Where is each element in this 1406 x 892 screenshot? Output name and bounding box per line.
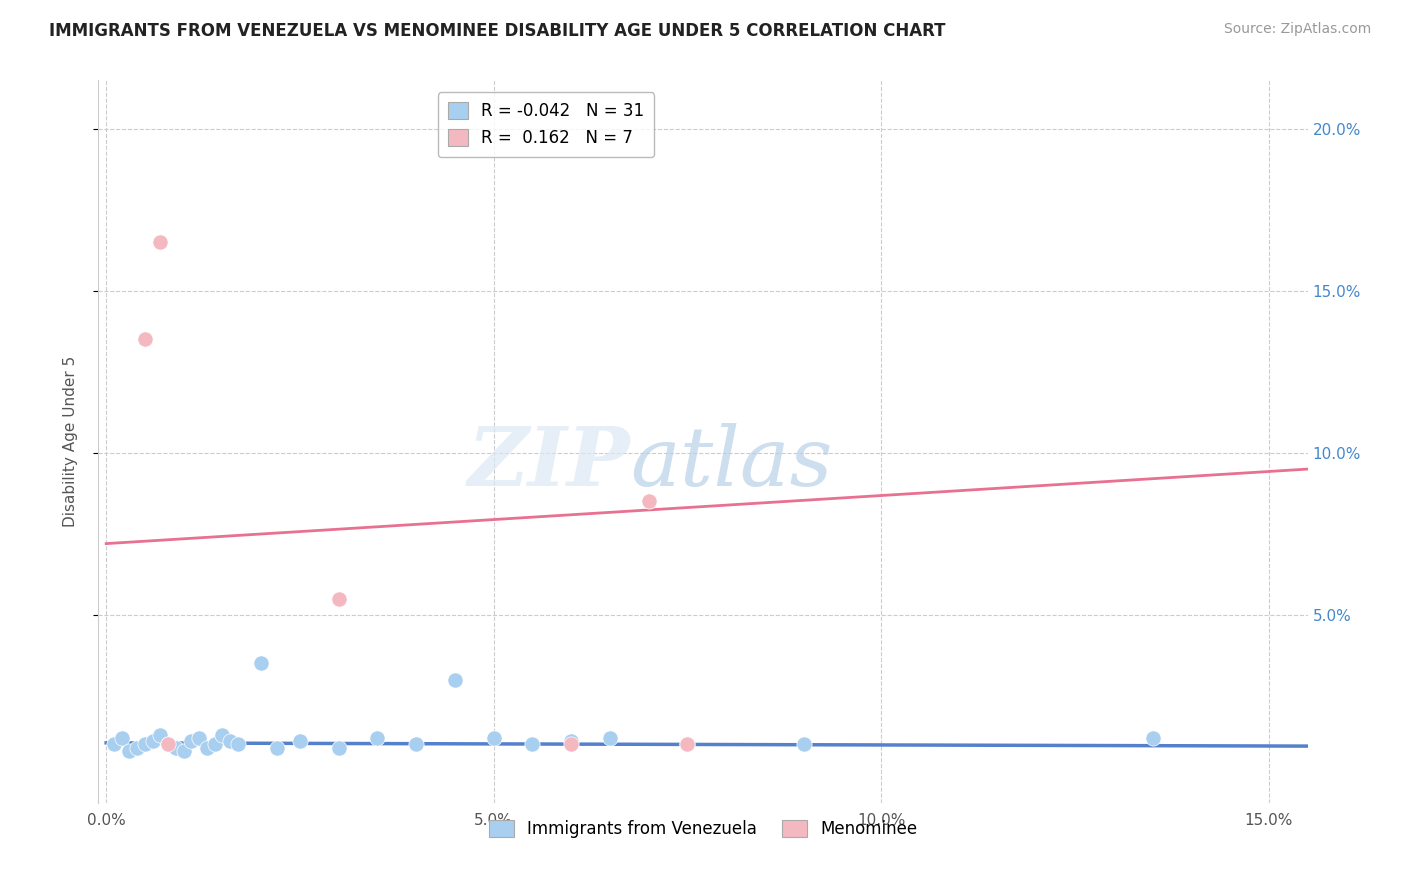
Point [676,738,699,752]
Legend: Immigrants from Venezuela, Menominee: Immigrants from Venezuela, Menominee [482,814,924,845]
Point [195,740,218,755]
Point [226,738,249,752]
Point [219,734,242,748]
Point [1142,731,1164,745]
Point [157,738,180,752]
Point [180,734,202,748]
Point [173,744,195,758]
Point [165,740,187,755]
Point [560,734,582,748]
Text: atlas: atlas [630,423,832,503]
Point [288,734,311,748]
Text: Source: ZipAtlas.com: Source: ZipAtlas.com [1223,22,1371,37]
Point [149,728,172,742]
Point [522,738,544,752]
Point [560,738,582,752]
Point [482,731,505,745]
Y-axis label: Disability Age Under 5: Disability Age Under 5 [63,356,77,527]
Point [134,738,156,752]
Point [405,738,427,752]
Point [328,591,350,606]
Point [266,740,288,755]
Point [204,738,226,752]
Point [149,235,172,250]
Text: ZIP: ZIP [468,423,630,503]
Point [134,333,156,347]
Point [188,731,211,745]
Point [111,731,134,745]
Point [250,657,273,671]
Point [118,744,141,758]
Point [157,738,180,752]
Point [142,734,165,748]
Point [366,731,388,745]
Point [793,738,815,752]
Point [599,731,621,745]
Point [444,673,467,687]
Point [211,728,233,742]
Point [127,740,149,755]
Point [103,738,125,752]
Point [328,740,350,755]
Point [676,738,699,752]
Point [637,494,659,508]
Text: IMMIGRANTS FROM VENEZUELA VS MENOMINEE DISABILITY AGE UNDER 5 CORRELATION CHART: IMMIGRANTS FROM VENEZUELA VS MENOMINEE D… [49,22,946,40]
